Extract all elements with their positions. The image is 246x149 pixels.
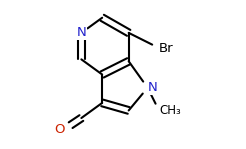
Text: O: O bbox=[54, 123, 64, 136]
Text: CH₃: CH₃ bbox=[159, 104, 181, 117]
Text: N: N bbox=[148, 81, 157, 94]
Text: N: N bbox=[77, 26, 86, 39]
Text: Br: Br bbox=[159, 42, 174, 55]
